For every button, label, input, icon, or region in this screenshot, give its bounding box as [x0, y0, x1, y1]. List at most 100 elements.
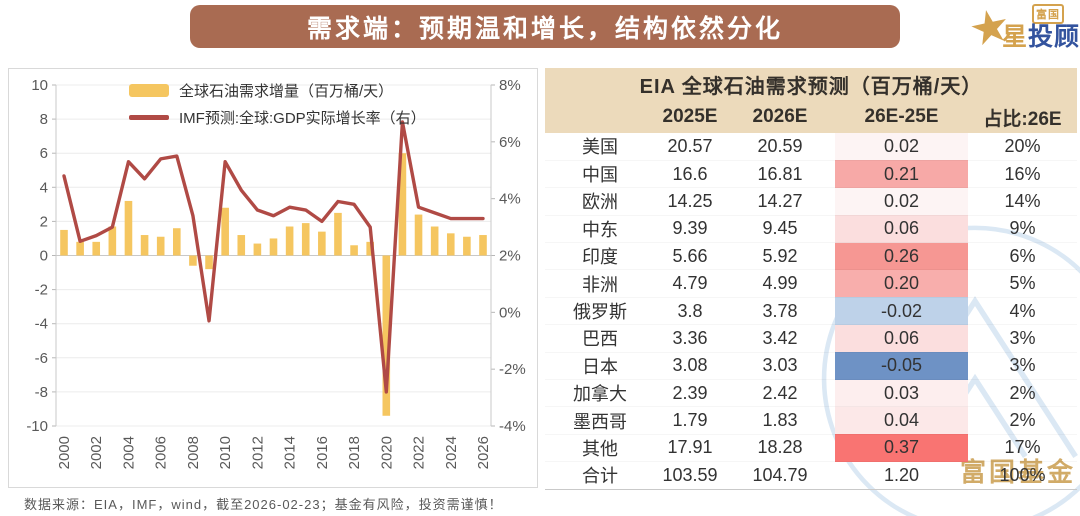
table-row: 非洲 4.79 4.99 0.20 5%	[545, 269, 1077, 298]
share-cell: 100%	[968, 461, 1077, 490]
share-cell: 20%	[968, 133, 1077, 160]
value-2025e-cell: 17.91	[655, 434, 725, 461]
svg-text:0: 0	[40, 248, 48, 265]
svg-text:2008: 2008	[185, 436, 202, 469]
region-cell: 俄罗斯	[545, 297, 655, 324]
data-source-disclaimer: 数据来源：EIA，IMF，wind，截至2026-02-23；基金有风险，投资需…	[24, 497, 503, 512]
value-2025e-cell: 3.8	[655, 297, 725, 324]
legend-item-demand: 全球石油需求增量（百万桶/天）	[129, 77, 426, 104]
share-cell: 5%	[968, 270, 1077, 297]
svg-text:4%: 4%	[499, 191, 521, 208]
legend-item-gdp: IMF预测:全球:GDP实际增长率（右）	[129, 104, 426, 131]
value-2026e-cell: 4.99	[725, 270, 835, 297]
share-cell: 14%	[968, 188, 1077, 215]
region-cell: 其他	[545, 434, 655, 461]
share-cell: 16%	[968, 160, 1077, 187]
region-cell: 非洲	[545, 270, 655, 297]
svg-text:2006: 2006	[153, 436, 170, 469]
svg-text:4: 4	[40, 179, 48, 196]
value-2026e-cell: 5.92	[725, 243, 835, 270]
svg-text:2024: 2024	[443, 436, 460, 469]
region-cell: 日本	[545, 352, 655, 379]
svg-text:2%: 2%	[499, 248, 521, 265]
svg-text:-2%: -2%	[499, 361, 526, 378]
logo-name-blue: 投顾	[1027, 23, 1080, 51]
col-header-2026e: 2026E	[725, 101, 835, 133]
value-2025e-cell: 9.39	[655, 215, 725, 242]
star-icon: ★	[963, 0, 1015, 57]
region-cell: 巴西	[545, 325, 655, 352]
region-cell: 美国	[545, 133, 655, 160]
line-swatch-icon	[129, 115, 169, 120]
diff-cell: 0.03	[835, 379, 968, 407]
table-row: 美国 20.57 20.59 0.02 20%	[545, 133, 1077, 161]
share-cell: 3%	[968, 325, 1077, 352]
table-row: 印度 5.66 5.92 0.26 6%	[545, 242, 1077, 270]
value-2025e-cell: 2.39	[655, 380, 725, 407]
svg-text:10: 10	[31, 77, 48, 94]
bar-swatch-icon	[129, 84, 169, 97]
value-2025e-cell: 20.57	[655, 133, 725, 160]
value-2025e-cell: 4.79	[655, 270, 725, 297]
region-cell: 印度	[545, 243, 655, 270]
region-cell: 中国	[545, 160, 655, 187]
svg-text:0%: 0%	[499, 304, 521, 321]
region-cell: 合计	[545, 461, 655, 490]
region-cell: 欧洲	[545, 188, 655, 215]
col-header-region	[545, 101, 655, 133]
value-2026e-cell: 3.78	[725, 297, 835, 324]
diff-cell: 0.04	[835, 406, 968, 435]
svg-text:-6: -6	[35, 350, 48, 367]
combo-chart: -10 -8 -6 -4 -2 0 2 4 6 8 10 -4% -2% 0% 2% 4% 6% 8% 2000 20…	[26, 77, 526, 469]
diff-cell: 0.02	[835, 133, 968, 161]
value-2026e-cell: 1.83	[725, 407, 835, 434]
table-row: 中国 16.6 16.81 0.21 16%	[545, 160, 1077, 188]
value-2026e-cell: 14.27	[725, 188, 835, 215]
svg-text:-4: -4	[35, 316, 48, 333]
svg-text:2012: 2012	[249, 436, 266, 469]
svg-text:-8: -8	[35, 384, 48, 401]
region-cell: 墨西哥	[545, 407, 655, 434]
svg-text:8%: 8%	[499, 77, 521, 94]
diff-cell: 1.20	[835, 461, 968, 490]
svg-text:2014: 2014	[282, 436, 299, 469]
value-2025e-cell: 103.59	[655, 461, 725, 490]
table-total-row: 合计 103.59 104.79 1.20 100%	[545, 461, 1077, 490]
share-cell: 4%	[968, 297, 1077, 324]
value-2025e-cell: 5.66	[655, 243, 725, 270]
value-2026e-cell: 9.45	[725, 215, 835, 242]
svg-text:2026: 2026	[475, 436, 492, 469]
table-title: EIA 全球石油需求预测（百万桶/天）	[545, 68, 1077, 101]
logo-badge: 富国	[1031, 4, 1064, 24]
fuguo-star-advisor-logo: ★ 富国 星投顾	[964, 0, 1080, 57]
svg-text:2010: 2010	[217, 436, 234, 469]
value-2026e-cell: 3.42	[725, 325, 835, 352]
svg-text:-2: -2	[35, 282, 48, 299]
table-row: 中东 9.39 9.45 0.06 9%	[545, 215, 1077, 243]
slide-title: 需求端：预期温和增长，结构依然分化	[306, 14, 783, 43]
value-2026e-cell: 3.03	[725, 352, 835, 379]
share-cell: 2%	[968, 407, 1077, 434]
svg-text:2022: 2022	[411, 436, 428, 469]
table-row: 俄罗斯 3.8 3.78 -0.02 4%	[545, 297, 1077, 325]
svg-text:-10: -10	[26, 418, 48, 435]
share-cell: 9%	[968, 215, 1077, 242]
table-row: 日本 3.08 3.03 -0.05 3%	[545, 352, 1077, 380]
svg-text:6%: 6%	[499, 134, 521, 151]
svg-text:2020: 2020	[378, 436, 395, 469]
svg-text:2: 2	[40, 213, 48, 230]
svg-text:2002: 2002	[88, 436, 105, 469]
table-row: 欧洲 14.25 14.27 0.02 14%	[545, 187, 1077, 216]
col-header-2025e: 2025E	[655, 101, 725, 133]
legend-label-gdp: IMF预测:全球:GDP实际增长率（右）	[179, 110, 426, 127]
value-2026e-cell: 18.28	[725, 434, 835, 461]
value-2026e-cell: 20.59	[725, 133, 835, 160]
share-cell: 6%	[968, 243, 1077, 270]
legend-label-demand: 全球石油需求增量（百万桶/天）	[179, 83, 394, 100]
table-row: 其他 17.91 18.28 0.37 17%	[545, 434, 1077, 462]
share-cell: 17%	[968, 434, 1077, 461]
table-row: 墨西哥 1.79 1.83 0.04 2%	[545, 406, 1077, 435]
region-cell: 加拿大	[545, 380, 655, 407]
logo-name-gold: 星	[1001, 23, 1028, 51]
logo-name: 星投顾	[1002, 24, 1080, 50]
